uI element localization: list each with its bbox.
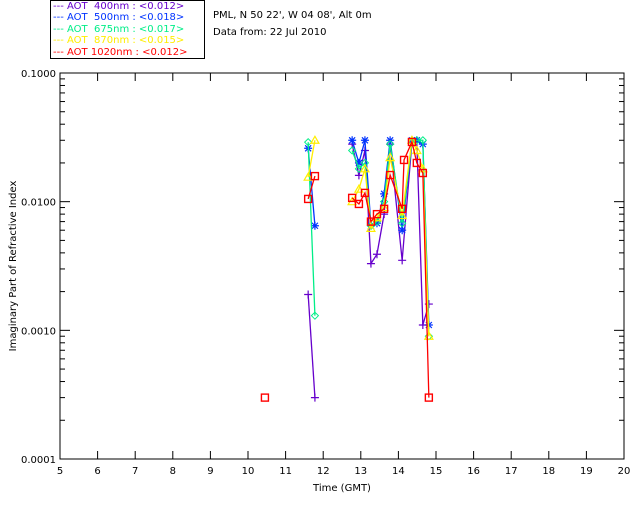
data-point-square	[418, 168, 428, 178]
data-point-square	[399, 155, 409, 165]
site-location: PML, N 50 22', W 04 08', Alt 0m	[213, 10, 372, 21]
data-point-square	[310, 171, 320, 181]
series-line	[351, 139, 430, 398]
legend-label: AOT 500nm : <0.018>	[67, 12, 185, 24]
legend-item-870: --- AOT 870nm : <0.015>	[53, 35, 185, 47]
data-point-diamond	[347, 146, 357, 155]
x-tick-label: 19	[580, 466, 593, 477]
data-point-diamond	[397, 219, 407, 228]
data-point-square	[379, 204, 389, 214]
data-point-diamond	[360, 158, 370, 168]
x-axis-label: Time (GMT)	[312, 483, 371, 494]
legend-label: AOT 870nm : <0.015>	[67, 35, 185, 47]
x-tick-label: 14	[392, 466, 405, 477]
x-tick-label: 11	[279, 466, 292, 477]
data-point-square	[354, 199, 364, 209]
legend-label: AOT 675nm : <0.017>	[67, 23, 185, 35]
data-point-triangle	[411, 145, 422, 155]
legend-item-400: --- AOT 400nm : <0.012>	[53, 1, 185, 12]
y-tick-label: 0.0001	[21, 455, 56, 466]
data-point-plus	[380, 210, 389, 219]
data-point-square	[407, 137, 417, 147]
series-line	[307, 294, 316, 398]
legend-label: AOT 400nm : <0.012>	[67, 1, 185, 12]
data-date: Data from: 22 Jul 2010	[213, 27, 327, 38]
data-point-triangle	[359, 163, 370, 173]
x-tick-label: 8	[170, 466, 176, 477]
x-tick-label: 5	[57, 466, 63, 477]
legend: --- AOT 400nm : <0.012> --- AOT 500nm : …	[50, 0, 205, 59]
legend-item-1020: --- AOT 1020nm : <0.012>	[53, 46, 188, 58]
series-0	[304, 138, 433, 402]
data-point-square	[385, 170, 395, 180]
x-tick-label: 15	[430, 466, 443, 477]
data-point-square	[412, 158, 422, 168]
data-point-asterisk	[360, 136, 369, 145]
data-point-square	[372, 209, 382, 219]
plot-frame	[59, 72, 625, 460]
data-point-triangle	[397, 210, 408, 220]
y-tick-label: 0.1000	[21, 69, 56, 80]
data-point-asterisk	[310, 221, 319, 230]
data-point-diamond	[418, 136, 428, 145]
data-point-diamond	[310, 311, 320, 320]
data-point-square	[424, 393, 434, 402]
data-point-square	[397, 204, 407, 214]
series-4	[260, 137, 434, 402]
data-point-triangle	[379, 202, 390, 212]
data-point-asterisk	[372, 219, 381, 228]
legend-item-675: --- AOT 675nm : <0.017>	[53, 23, 185, 35]
x-tick-label: 16	[467, 466, 480, 477]
x-tick-label: 12	[317, 466, 330, 477]
data-point-plus	[304, 290, 313, 299]
data-point-asterisk	[398, 226, 407, 235]
data-point-asterisk	[348, 136, 357, 145]
data-point-triangle	[385, 152, 396, 162]
x-tick-label: 6	[94, 466, 100, 477]
data-point-plus	[398, 256, 407, 265]
data-point-plus	[310, 393, 319, 402]
legend-item-500: --- AOT 500nm : <0.018>	[53, 12, 185, 24]
data-point-asterisk	[354, 158, 363, 167]
data-point-square	[260, 393, 270, 402]
y-axis-label: Imaginary Part of Refractive Index	[8, 181, 19, 352]
data-point-diamond	[303, 137, 313, 147]
x-tick-label: 13	[354, 466, 367, 477]
data-point-plus	[372, 250, 381, 259]
data-point-diamond	[385, 139, 395, 149]
x-tick-label: 17	[505, 466, 518, 477]
data-point-diamond	[354, 164, 364, 174]
series-line	[351, 141, 430, 326]
x-tick-label: 20	[618, 466, 631, 477]
data-point-square	[303, 194, 313, 204]
site-info: PML, N 50 22', W 04 08', Alt 0m Data fro…	[213, 7, 372, 41]
x-tick-label: 18	[542, 466, 555, 477]
data-point-triangle	[365, 223, 376, 232]
data-point-plus	[366, 259, 375, 268]
series-line	[307, 140, 316, 178]
data-point-square	[347, 193, 357, 203]
series-3	[303, 135, 434, 340]
x-tick-label: 10	[242, 466, 255, 477]
x-tick-label: 7	[132, 466, 138, 477]
data-point-triangle	[309, 135, 320, 144]
data-point-square	[360, 188, 370, 198]
x-tick-label: 9	[207, 466, 213, 477]
data-point-square	[366, 217, 376, 226]
series-2	[303, 136, 434, 341]
y-tick-label: 0.0010	[21, 326, 56, 337]
legend-label: AOT 1020nm : <0.012>	[67, 46, 188, 58]
y-tick-label: 0.0100	[21, 198, 56, 209]
data-point-asterisk	[380, 189, 389, 198]
data-point-triangle	[303, 171, 314, 181]
